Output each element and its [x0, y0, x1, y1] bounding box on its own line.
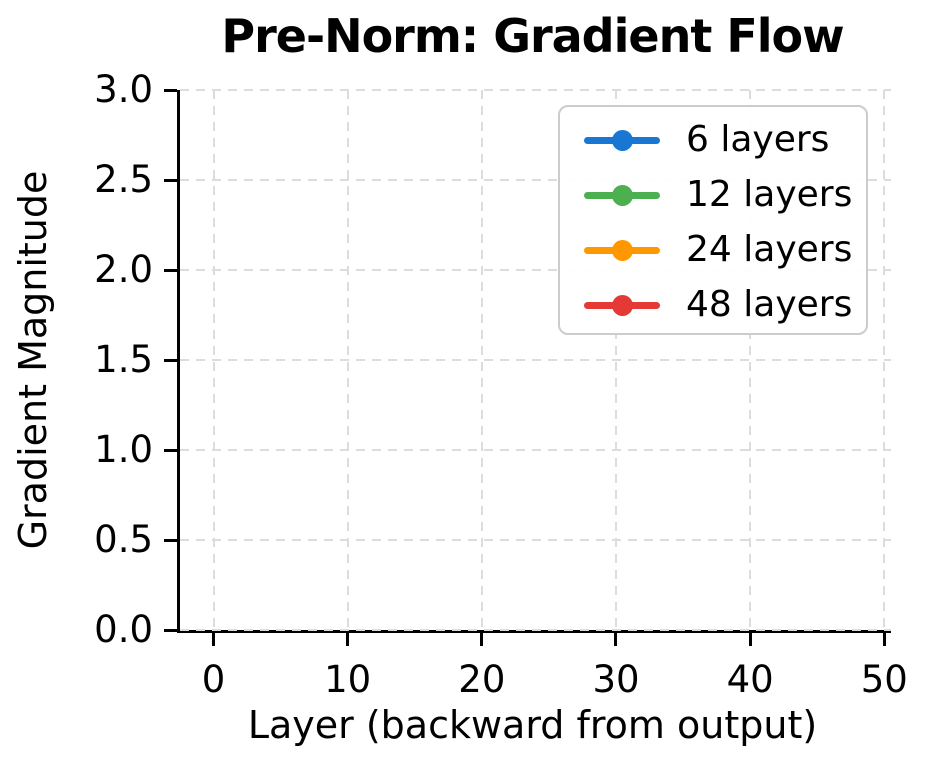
legend-item-label: 12 layers: [686, 174, 853, 215]
y-tick-2.5: [164, 178, 177, 182]
gridline-y-1.5: [180, 359, 891, 361]
legend-item: 48 layers: [572, 285, 854, 325]
x-tick-label-40: 40: [726, 658, 774, 701]
legend-item: 6 layers: [572, 120, 854, 160]
x-tick-20: [480, 633, 484, 646]
x-tick-label-10: 10: [324, 658, 372, 701]
legend-item-label: 48 layers: [686, 284, 853, 325]
y-tick-label-2.5: 2.5: [94, 158, 153, 201]
legend-item-label: 6 layers: [686, 119, 830, 160]
legend-item: 24 layers: [572, 230, 854, 270]
x-tick-label-0: 0: [201, 658, 226, 701]
x-tick-label-50: 50: [860, 658, 908, 701]
gridline-y-2: [180, 269, 891, 271]
legend-marker-icon: [584, 230, 660, 270]
y-tick-label-1: 1.0: [94, 428, 153, 471]
y-tick-label-1.5: 1.5: [94, 338, 153, 381]
x-tick-50: [882, 633, 886, 646]
gridline-y-2.5: [180, 179, 891, 181]
gridline-y-0.5: [180, 539, 891, 541]
x-tick-label-30: 30: [592, 658, 640, 701]
legend-marker-icon: [584, 120, 660, 160]
legend-marker-icon: [584, 175, 660, 215]
gridline-y-0: [180, 629, 891, 631]
y-tick-3: [164, 88, 177, 92]
y-tick-2: [164, 268, 177, 272]
y-tick-1: [164, 448, 177, 452]
x-tick-0: [212, 633, 216, 646]
x-tick-40: [748, 633, 752, 646]
legend-item: 12 layers: [572, 175, 854, 215]
legend: 6 layers 12 layers 24 layers 48 layers: [558, 105, 868, 335]
legend-dot-icon: [611, 294, 633, 316]
gridline-y-1: [180, 449, 891, 451]
x-axis-label: Layer (backward from output): [247, 703, 818, 747]
legend-item-label: 24 layers: [686, 229, 853, 270]
legend-dot-icon: [611, 184, 633, 206]
gridline-y-3: [180, 89, 891, 91]
x-tick-label-20: 20: [458, 658, 506, 701]
y-tick-label-0: 0.0: [94, 608, 153, 651]
chart-title: Pre-Norm: Gradient Flow: [221, 9, 844, 63]
y-tick-0: [164, 628, 177, 632]
x-tick-10: [346, 633, 350, 646]
legend-dot-icon: [611, 239, 633, 261]
y-tick-1.5: [164, 358, 177, 362]
x-tick-30: [614, 633, 618, 646]
y-tick-label-0.5: 0.5: [94, 518, 153, 561]
legend-marker-icon: [584, 285, 660, 325]
y-tick-label-2: 2.0: [94, 248, 153, 291]
legend-dot-icon: [611, 129, 633, 151]
y-tick-label-3: 3.0: [94, 68, 153, 111]
y-tick-0.5: [164, 538, 177, 542]
